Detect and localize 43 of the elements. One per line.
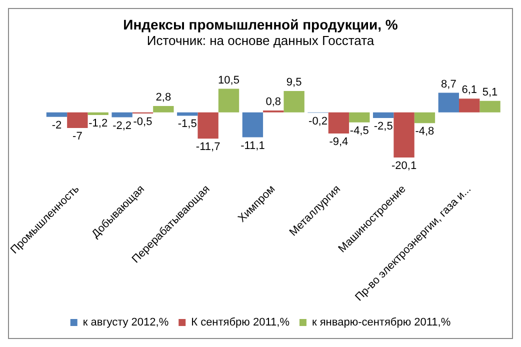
data-label: -4,5	[350, 124, 369, 137]
bar	[46, 112, 68, 117]
data-label: 9,5	[286, 76, 302, 89]
data-label: 6,1	[462, 84, 477, 96]
bar	[284, 90, 304, 112]
data-label: -20,1	[391, 160, 417, 172]
bar	[112, 112, 132, 118]
bar	[88, 112, 108, 116]
data-label: 8,7	[441, 78, 456, 90]
legend-label: К сентябрю 2011,%	[191, 316, 290, 329]
data-label: -2	[52, 119, 62, 132]
data-label: -9,4	[329, 136, 348, 148]
bar	[328, 112, 350, 134]
data-label: 2,8	[156, 92, 172, 104]
bar	[414, 112, 436, 124]
bar	[198, 112, 218, 139]
bar	[438, 92, 459, 112]
legend-label: к августу 2012,%	[82, 316, 169, 329]
bar	[349, 112, 370, 122]
bar	[218, 88, 240, 112]
data-label: -11,7	[196, 141, 220, 154]
data-label: -0,5	[133, 116, 152, 128]
bar	[153, 106, 174, 112]
bar	[242, 112, 264, 138]
data-label: -7	[72, 130, 82, 143]
data-label: -11,1	[240, 140, 265, 152]
data-label: -2,5	[374, 120, 393, 132]
chart-subtitle: Источник: на основе данных Госстата	[146, 33, 375, 48]
data-label: 5,1	[482, 86, 498, 98]
bar	[459, 98, 480, 112]
bar	[67, 112, 88, 128]
data-label: -4,8	[415, 126, 434, 138]
data-label: 10,5	[218, 74, 240, 86]
data-label: -1,5	[178, 118, 197, 130]
bar	[372, 112, 394, 118]
data-label: -2,2	[112, 120, 132, 132]
bar	[394, 112, 414, 158]
bar	[480, 100, 500, 112]
data-label: -1,2	[88, 118, 108, 130]
data-label: 0,8	[266, 96, 282, 108]
data-label: -0,2	[308, 115, 328, 128]
chart-title: Индексы промышленной продукции, %	[123, 16, 398, 32]
legend-label: к январю-сентябрю 2011,%	[312, 316, 451, 329]
